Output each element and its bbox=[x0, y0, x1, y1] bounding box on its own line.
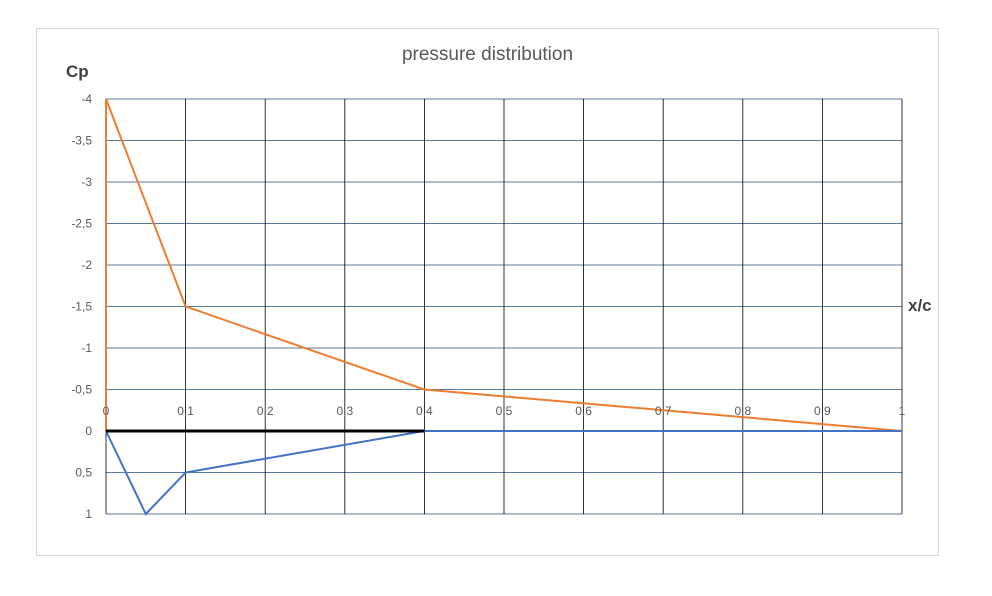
y-tick-label: 0,5 bbox=[75, 466, 92, 480]
y-tick-label: -1,5 bbox=[71, 300, 92, 314]
chart-title: pressure distribution bbox=[401, 44, 574, 65]
x-tick-label: 0,6 bbox=[575, 404, 592, 418]
x-tick-label: 0,8 bbox=[734, 404, 751, 418]
x-tick-label: 0,2 bbox=[257, 404, 274, 418]
y-tick-label: -4 bbox=[81, 92, 92, 106]
x-tick-label: 0,5 bbox=[496, 404, 513, 418]
x-tick-label: 0,9 bbox=[814, 404, 831, 418]
y-tick-label: -3 bbox=[81, 175, 92, 189]
series-line-1 bbox=[105, 430, 902, 516]
chart-frame bbox=[36, 28, 939, 556]
x-tick-label: 1 bbox=[899, 404, 906, 418]
series-group bbox=[105, 98, 903, 516]
x-axis-label: x/c bbox=[908, 296, 932, 315]
series-line-0 bbox=[105, 98, 903, 432]
x-tick-label: 0,4 bbox=[416, 404, 433, 418]
tick-labels: -4 -3,5 -3 -2,5 -2 -1,5 -1 -0,5 0 0,5 1 0 0,1 0,2 0,3 0… bbox=[71, 92, 905, 521]
y-tick-label: -1 bbox=[81, 341, 92, 355]
y-tick-label: 0 bbox=[85, 424, 92, 438]
x-tick-label: 0,1 bbox=[177, 404, 194, 418]
y-tick-label: -2 bbox=[81, 258, 92, 272]
x-tick-label: 0,7 bbox=[655, 404, 672, 418]
y-tick-label: -0,5 bbox=[71, 383, 92, 397]
y-tick-label: 1 bbox=[85, 507, 92, 521]
x-tick-label: 0,3 bbox=[336, 404, 353, 418]
y-tick-label: -2,5 bbox=[71, 217, 92, 231]
y-tick-label: -3,5 bbox=[71, 134, 92, 148]
x-tick-label: 0 bbox=[103, 404, 110, 418]
y-axis-label: Cp bbox=[66, 62, 89, 81]
grid bbox=[105, 98, 903, 515]
